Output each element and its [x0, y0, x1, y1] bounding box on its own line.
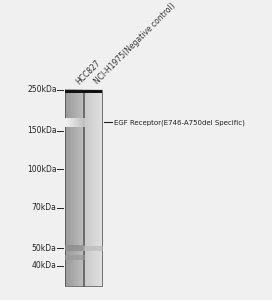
Text: HCC827: HCC827	[75, 58, 103, 86]
Text: 40kDa: 40kDa	[32, 261, 57, 270]
Bar	[83, 90, 102, 93]
Text: 150kDa: 150kDa	[27, 126, 57, 135]
Text: 250kDa: 250kDa	[27, 85, 57, 94]
Bar	[65, 90, 84, 93]
Text: NCI-H1975(Negative control): NCI-H1975(Negative control)	[92, 2, 177, 86]
Text: 70kDa: 70kDa	[32, 203, 57, 212]
Bar	[65, 90, 84, 286]
Text: 100kDa: 100kDa	[27, 165, 57, 174]
Bar	[83, 90, 102, 286]
Text: EGF Receptor(E746-A750del Specific): EGF Receptor(E746-A750del Specific)	[114, 119, 245, 126]
Text: 50kDa: 50kDa	[32, 244, 57, 253]
